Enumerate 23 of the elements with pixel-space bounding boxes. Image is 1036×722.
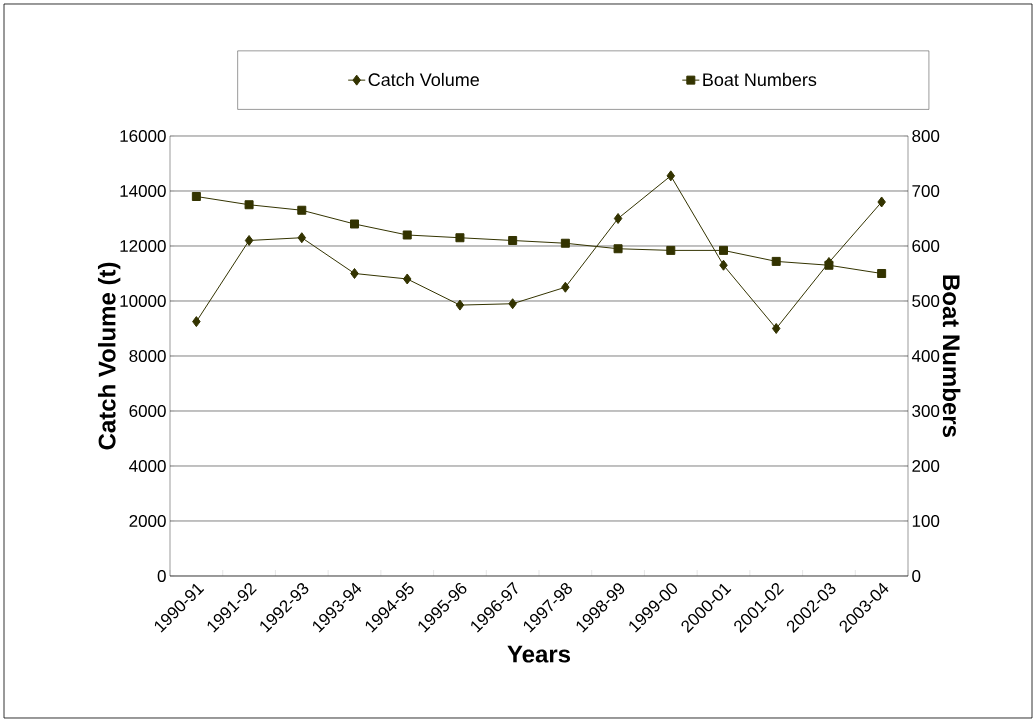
y-tick-label: 16000 <box>120 129 166 143</box>
y2-tick-label: 100 <box>912 514 940 528</box>
y2-tick-label: 0 <box>912 569 921 583</box>
legend-label: Boat Numbers <box>703 72 817 87</box>
y-tick-label: 0 <box>157 569 166 583</box>
y-tick-label: 6000 <box>129 404 166 418</box>
y-axis-title: Catch Volume (t) <box>97 262 121 450</box>
y-tick-label: 14000 <box>120 184 166 198</box>
y-tick-label: 2000 <box>129 514 166 528</box>
y-tick-label: 4000 <box>129 459 166 473</box>
y2-tick-label: 800 <box>912 129 940 143</box>
y2-axis-title: Boat Numbers <box>942 275 961 437</box>
x-axis-title: Years <box>507 645 571 663</box>
y-tick-label: 8000 <box>129 349 166 363</box>
y2-tick-label: 400 <box>911 349 940 363</box>
legend-label: Catch Volume <box>368 72 479 87</box>
y2-tick-label: 700 <box>912 184 940 198</box>
y2-tick-label: 600 <box>912 239 940 253</box>
y-tick-label: 12000 <box>120 239 166 253</box>
y-tick-label: 10000 <box>120 294 166 308</box>
y2-tick-label: 200 <box>912 459 940 473</box>
y2-tick-label: 500 <box>912 294 940 308</box>
y2-tick-label: 300 <box>912 404 940 418</box>
